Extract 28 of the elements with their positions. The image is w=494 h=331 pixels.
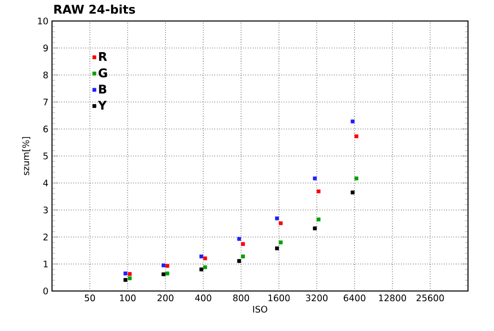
y-tick-label: 5 xyxy=(43,152,48,160)
y-tick-label: 10 xyxy=(38,18,48,24)
x-tick-label: 1600 xyxy=(268,294,290,302)
chart-title: RAW 24-bits xyxy=(54,4,135,14)
x-axis-title: ISO xyxy=(253,306,268,313)
y-tick-label: 3 xyxy=(43,206,48,214)
x-tick-label: 100 xyxy=(120,294,136,302)
x-tick-label: 12800 xyxy=(379,294,406,302)
y-axis-title: szum[%] xyxy=(22,137,30,176)
y-tick-label: 6 xyxy=(43,126,48,132)
y-tick-label: 9 xyxy=(43,44,48,52)
y-tick-label: 4 xyxy=(43,180,48,186)
y-tick-label: 7 xyxy=(44,98,48,106)
x-tick-label: 50 xyxy=(84,294,95,302)
x-tick-label: 800 xyxy=(233,294,250,302)
y-tick-label: 8 xyxy=(43,72,48,78)
legend-label: G xyxy=(98,68,107,78)
x-tick-label: 6400 xyxy=(344,294,366,302)
y-tick-label: 0 xyxy=(43,288,48,294)
x-tick-label: 25600 xyxy=(416,294,444,302)
legend-label: R xyxy=(99,52,107,61)
y-tick-label: 1 xyxy=(44,260,48,268)
legend-label: B xyxy=(99,84,106,94)
y-tick-label: 2 xyxy=(43,234,48,240)
x-tick-label: 400 xyxy=(195,294,212,302)
legend-label: Y xyxy=(98,100,107,110)
x-tick-label: 200 xyxy=(158,294,174,302)
x-tick-label: 3200 xyxy=(306,294,328,302)
